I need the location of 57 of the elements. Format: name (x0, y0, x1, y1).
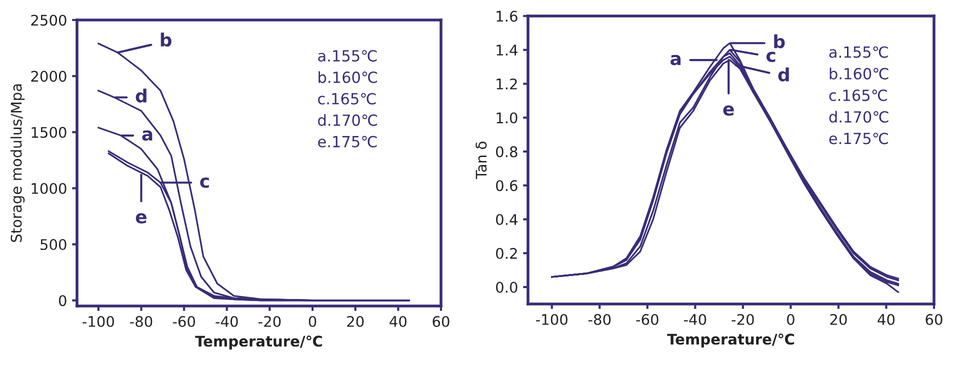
y-axis-title: Storage modulus/Mpa (10, 84, 25, 242)
annotation: a (142, 130, 152, 141)
x-tick-label: -40 (684, 314, 706, 326)
x-tick-label: -40 (216, 316, 238, 328)
annotation: c.165℃ (318, 92, 376, 105)
y-axis-title: Tan δ (476, 142, 487, 180)
x-tick-label: -100 (536, 314, 568, 326)
annotation: b.160℃ (318, 71, 378, 84)
annotation: b (160, 32, 172, 47)
annotation: e.175℃ (829, 132, 888, 144)
annotation: d.170℃ (318, 114, 378, 126)
y-tick-label: 500 (40, 239, 66, 250)
annotation: b (774, 34, 785, 48)
annotation: d (778, 68, 789, 82)
y-tick-label: 1.0 (496, 112, 518, 124)
y-tick-label: 0 (58, 295, 66, 306)
x-tick-label: 60 (432, 316, 450, 328)
annotation: e (136, 213, 146, 224)
annotation: c (200, 178, 209, 188)
x-tick-label: -20 (732, 314, 754, 326)
annotation: c.165℃ (829, 90, 887, 102)
y-tick-label: 2500 (31, 14, 66, 26)
y-tick-label: 0.8 (496, 146, 518, 158)
y-tick-label: 1.4 (496, 44, 518, 56)
x-tick-label: 40 (390, 316, 406, 328)
y-tick-label: 1000 (32, 182, 66, 194)
annotation: a.155℃ (829, 46, 888, 58)
y-tick-label: 1500 (32, 126, 66, 138)
y-tick-label: 2000 (31, 70, 66, 82)
y-tick-label: 0.4 (496, 214, 518, 226)
annotation: e.175℃ (318, 136, 377, 148)
x-tick-label: 20 (830, 314, 847, 326)
annotation: e (723, 105, 734, 116)
annotation: b.160℃ (830, 68, 888, 80)
y-tick-label: 0.2 (496, 248, 517, 259)
x-axis-title: Temperature/℃ (195, 336, 322, 350)
x-tick-label: -60 (172, 316, 195, 328)
y-tick-label: 0.6 (496, 180, 518, 192)
y-tick-label: 0.0 (496, 282, 518, 293)
x-tick-label: 0 (787, 314, 794, 326)
y-tick-label: 1.6 (496, 10, 518, 22)
x-tick-label: 20 (347, 316, 364, 328)
x-axis-title: Temperature/℃ (667, 334, 794, 348)
x-tick-label: -80 (130, 316, 152, 328)
x-tick-label: -100 (82, 316, 114, 328)
y-tick-label: 1.2 (496, 78, 517, 90)
x-tick-label: 40 (878, 314, 895, 326)
x-tick-label: -20 (258, 316, 281, 328)
x-tick-label: -60 (636, 314, 658, 326)
x-tick-label: 0 (308, 316, 316, 328)
annotation: a.155℃ (318, 50, 377, 62)
annotation: d (136, 88, 146, 103)
annotation: c (766, 52, 776, 62)
annotation: a (670, 54, 681, 66)
x-tick-label: 60 (926, 314, 942, 326)
x-tick-label: -80 (588, 314, 611, 326)
annotation: d.170℃ (829, 110, 888, 123)
